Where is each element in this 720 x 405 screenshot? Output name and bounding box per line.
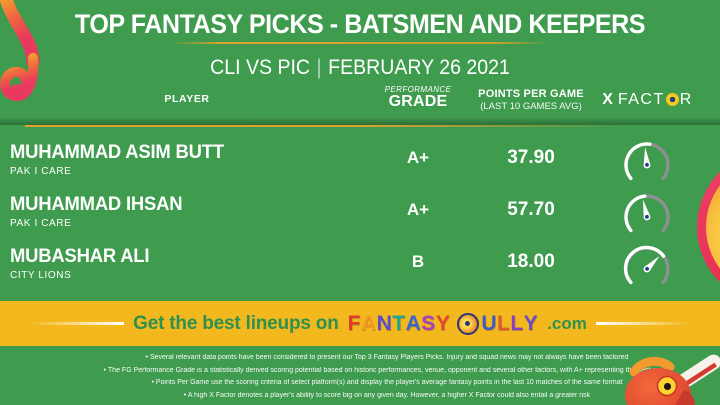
- brand-letter: T: [392, 311, 406, 335]
- table-rows: MUHAMMAD ASIM BUTT PAK I CARE A+ 37.90 M…: [0, 138, 720, 294]
- brand-letter: F: [347, 311, 361, 335]
- player-xfactor: [617, 237, 677, 289]
- gauge-icon: [623, 245, 670, 285]
- player-cell: MUBASHAR ALI CITY LIONS: [10, 246, 154, 281]
- grade-header-top: PERFORMANCE: [384, 85, 452, 94]
- player-cell: MUHAMMAD IHSAN PAK I CARE: [10, 194, 188, 229]
- brand-letter: A: [360, 311, 377, 335]
- match-date: FEBRUARY 26 2021: [328, 56, 510, 79]
- banner-text: Get the best lineups on: [133, 312, 339, 334]
- brand-letter: L: [497, 311, 510, 335]
- player-team: PAK I CARE: [10, 218, 72, 229]
- player-name: MUHAMMAD IHSAN: [10, 194, 183, 215]
- match-teams: CLI VS PIC: [210, 56, 311, 79]
- xfactor-fact: FACT: [617, 91, 665, 108]
- column-header-player: PLAYER: [164, 93, 210, 105]
- brand-letter: Y: [523, 311, 538, 335]
- column-header-points: POINTS PER GAME (LAST 10 GAMES AVG): [464, 88, 598, 112]
- player-points: 57.70: [507, 199, 555, 220]
- xfactor-x: X: [602, 91, 613, 108]
- gully-logo-icon: [457, 312, 480, 335]
- subtitle-separator: |: [316, 56, 322, 79]
- footnote: The FG Performance Grade is a statistica…: [54, 365, 720, 378]
- footnote: A high X Factor denotes a player's abili…: [54, 390, 720, 403]
- player-grade: A+: [406, 200, 430, 219]
- brand-letter: L: [510, 311, 524, 335]
- gauge-icon: [624, 142, 670, 181]
- page-title: TOP FANTASY PICKS - BATSMEN AND KEEPERS: [74, 9, 646, 39]
- player-grade: B: [411, 252, 425, 271]
- target-eye-icon: [665, 92, 679, 106]
- player-xfactor: [617, 133, 677, 185]
- brand-letter: A: [405, 311, 421, 335]
- mascot-bird-and-bat-icon: [625, 354, 720, 405]
- player-name: MUHAMMAD ASIM BUTT: [10, 142, 224, 163]
- gauge-icon: [624, 194, 670, 233]
- header-separator-shadow: [0, 117, 720, 125]
- brand-letter: Y: [435, 311, 450, 335]
- player-cell: MUHAMMAD ASIM BUTT PAK I CARE: [10, 142, 231, 177]
- footnote: Several relevant data points have been c…: [54, 352, 720, 365]
- brand-letter: N: [376, 311, 392, 335]
- brand-letter: S: [421, 311, 436, 335]
- match-subtitle: CLI VS PIC | FEBRUARY 26 2021: [25, 56, 695, 80]
- ribbon-curl-icon: [0, 0, 40, 102]
- points-header-sub: (LAST 10 GAMES AVG): [480, 101, 582, 112]
- player-points: 18.00: [507, 251, 555, 272]
- points-header-main: POINTS PER GAME: [478, 88, 584, 100]
- brand-domain-suffix[interactable]: .com: [547, 313, 587, 333]
- brand-letter: U: [481, 311, 497, 335]
- title-underline: [170, 42, 550, 44]
- table-row: MUBASHAR ALI CITY LIONS B 18.00: [0, 242, 720, 294]
- banner-line-right: [595, 322, 692, 325]
- header-separator-line: [25, 125, 625, 127]
- column-header-grade: PERFORMANCE GRADE: [368, 85, 468, 111]
- player-points: 37.90: [507, 147, 555, 168]
- player-xfactor: [617, 185, 677, 237]
- footnote: Points Per Game use the scoring criteria…: [54, 377, 720, 390]
- grade-header-main: GRADE: [388, 93, 448, 110]
- player-team: PAK I CARE: [10, 166, 72, 177]
- table-row: MUHAMMAD ASIM BUTT PAK I CARE A+ 37.90: [0, 138, 720, 190]
- player-grade: A+: [406, 148, 430, 167]
- column-header-xfactor: X FACT R: [595, 91, 700, 109]
- table-row: MUHAMMAD IHSAN PAK I CARE A+ 57.70: [0, 190, 720, 242]
- footnotes: Several relevant data points have been c…: [54, 352, 720, 402]
- banner-line-left: [28, 322, 125, 325]
- xfactor-r: R: [679, 91, 693, 108]
- player-team: CITY LIONS: [10, 270, 72, 281]
- player-name: MUBASHAR ALI: [10, 246, 150, 267]
